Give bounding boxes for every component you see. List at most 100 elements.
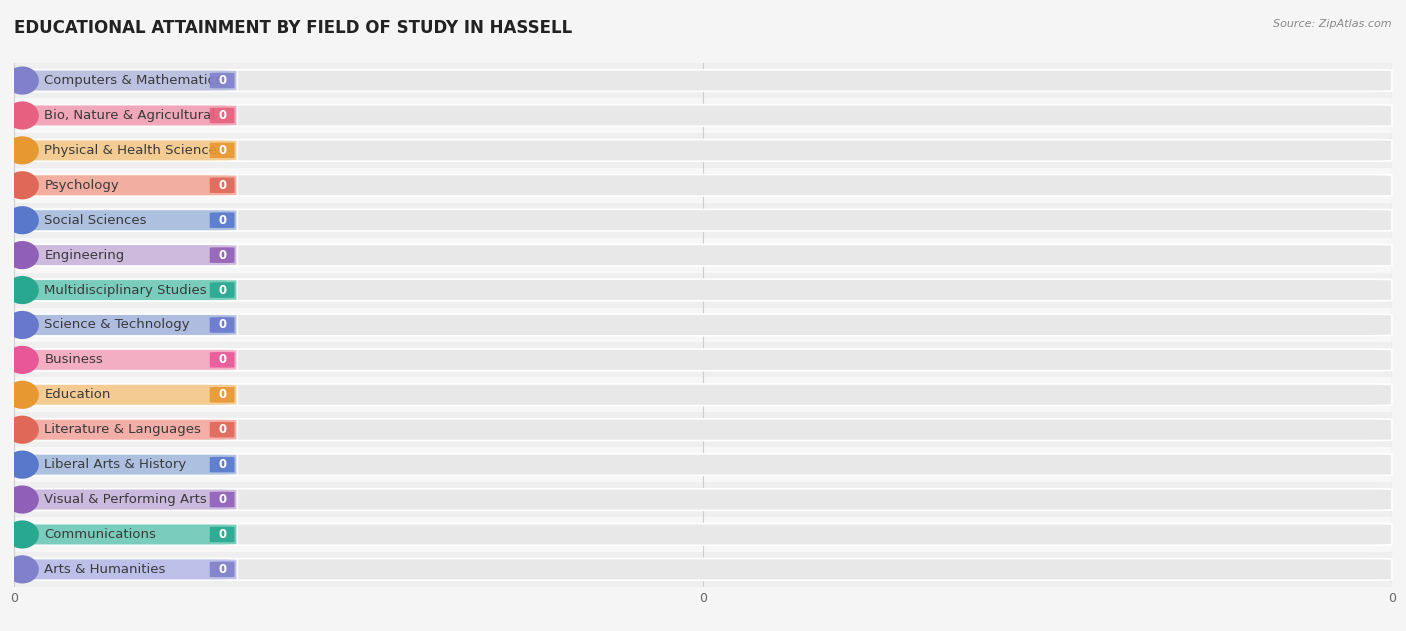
FancyBboxPatch shape xyxy=(14,209,1392,231)
FancyBboxPatch shape xyxy=(14,454,238,475)
Ellipse shape xyxy=(6,451,39,479)
FancyBboxPatch shape xyxy=(14,105,1392,126)
FancyBboxPatch shape xyxy=(14,244,1392,266)
FancyBboxPatch shape xyxy=(14,349,1392,370)
Text: 0: 0 xyxy=(218,249,226,262)
Bar xyxy=(14,552,1392,587)
Text: 0: 0 xyxy=(218,109,226,122)
Text: Psychology: Psychology xyxy=(45,179,120,192)
FancyBboxPatch shape xyxy=(14,314,1392,336)
Text: 0: 0 xyxy=(218,144,226,157)
Text: 0: 0 xyxy=(218,423,226,436)
FancyBboxPatch shape xyxy=(209,177,235,193)
Ellipse shape xyxy=(6,102,39,129)
Ellipse shape xyxy=(6,485,39,514)
FancyBboxPatch shape xyxy=(14,280,1392,301)
Bar xyxy=(14,63,1392,98)
Text: Bio, Nature & Agricultural: Bio, Nature & Agricultural xyxy=(45,109,215,122)
Bar xyxy=(14,98,1392,133)
Ellipse shape xyxy=(6,206,39,234)
FancyBboxPatch shape xyxy=(209,282,235,298)
Bar xyxy=(14,168,1392,203)
FancyBboxPatch shape xyxy=(14,70,1392,91)
Text: 0: 0 xyxy=(218,353,226,367)
FancyBboxPatch shape xyxy=(14,349,238,370)
FancyBboxPatch shape xyxy=(209,213,235,228)
FancyBboxPatch shape xyxy=(209,108,235,123)
Text: Business: Business xyxy=(45,353,103,367)
FancyBboxPatch shape xyxy=(14,70,238,91)
FancyBboxPatch shape xyxy=(14,419,1392,440)
FancyBboxPatch shape xyxy=(14,280,238,301)
Bar xyxy=(14,412,1392,447)
Ellipse shape xyxy=(6,380,39,409)
Text: Multidisciplinary Studies: Multidisciplinary Studies xyxy=(45,283,207,297)
Ellipse shape xyxy=(6,276,39,304)
Text: Education: Education xyxy=(45,388,111,401)
Text: Communications: Communications xyxy=(45,528,156,541)
Ellipse shape xyxy=(6,521,39,548)
Bar xyxy=(14,273,1392,307)
Bar xyxy=(14,447,1392,482)
Text: Science & Technology: Science & Technology xyxy=(45,319,190,331)
FancyBboxPatch shape xyxy=(14,139,1392,161)
Ellipse shape xyxy=(6,416,39,444)
Bar xyxy=(14,482,1392,517)
Text: Social Sciences: Social Sciences xyxy=(45,214,146,227)
Text: Physical & Health Sciences: Physical & Health Sciences xyxy=(45,144,224,157)
FancyBboxPatch shape xyxy=(209,143,235,158)
FancyBboxPatch shape xyxy=(14,524,1392,545)
Ellipse shape xyxy=(6,555,39,584)
Text: Literature & Languages: Literature & Languages xyxy=(45,423,201,436)
Text: EDUCATIONAL ATTAINMENT BY FIELD OF STUDY IN HASSELL: EDUCATIONAL ATTAINMENT BY FIELD OF STUDY… xyxy=(14,19,572,37)
Ellipse shape xyxy=(6,311,39,339)
Text: Source: ZipAtlas.com: Source: ZipAtlas.com xyxy=(1274,19,1392,29)
Bar xyxy=(14,133,1392,168)
Ellipse shape xyxy=(6,136,39,165)
Text: 0: 0 xyxy=(218,388,226,401)
Text: 0: 0 xyxy=(218,179,226,192)
Text: 0: 0 xyxy=(218,283,226,297)
Ellipse shape xyxy=(6,346,39,374)
Ellipse shape xyxy=(6,241,39,269)
FancyBboxPatch shape xyxy=(209,492,235,507)
Text: 0: 0 xyxy=(218,214,226,227)
Text: 0: 0 xyxy=(218,458,226,471)
Text: Arts & Humanities: Arts & Humanities xyxy=(45,563,166,576)
FancyBboxPatch shape xyxy=(14,244,238,266)
Text: 0: 0 xyxy=(218,563,226,576)
Text: 0: 0 xyxy=(218,528,226,541)
FancyBboxPatch shape xyxy=(14,454,1392,475)
FancyBboxPatch shape xyxy=(14,175,238,196)
FancyBboxPatch shape xyxy=(209,527,235,542)
Bar xyxy=(14,307,1392,343)
Bar xyxy=(14,203,1392,238)
FancyBboxPatch shape xyxy=(209,387,235,403)
FancyBboxPatch shape xyxy=(14,314,238,336)
FancyBboxPatch shape xyxy=(209,422,235,437)
Text: 0: 0 xyxy=(218,493,226,506)
FancyBboxPatch shape xyxy=(14,175,1392,196)
FancyBboxPatch shape xyxy=(14,524,238,545)
Text: 0: 0 xyxy=(218,74,226,87)
Text: 0: 0 xyxy=(218,319,226,331)
FancyBboxPatch shape xyxy=(14,384,238,406)
FancyBboxPatch shape xyxy=(14,105,238,126)
Text: Engineering: Engineering xyxy=(45,249,125,262)
Bar xyxy=(14,377,1392,412)
Text: Liberal Arts & History: Liberal Arts & History xyxy=(45,458,187,471)
FancyBboxPatch shape xyxy=(14,139,238,161)
FancyBboxPatch shape xyxy=(14,384,1392,406)
FancyBboxPatch shape xyxy=(209,562,235,577)
FancyBboxPatch shape xyxy=(209,457,235,473)
FancyBboxPatch shape xyxy=(14,419,238,440)
FancyBboxPatch shape xyxy=(209,352,235,368)
Text: Visual & Performing Arts: Visual & Performing Arts xyxy=(45,493,207,506)
Ellipse shape xyxy=(6,66,39,95)
FancyBboxPatch shape xyxy=(209,247,235,263)
Text: Computers & Mathematics: Computers & Mathematics xyxy=(45,74,222,87)
FancyBboxPatch shape xyxy=(209,317,235,333)
FancyBboxPatch shape xyxy=(209,73,235,88)
FancyBboxPatch shape xyxy=(14,209,238,231)
Bar xyxy=(14,238,1392,273)
